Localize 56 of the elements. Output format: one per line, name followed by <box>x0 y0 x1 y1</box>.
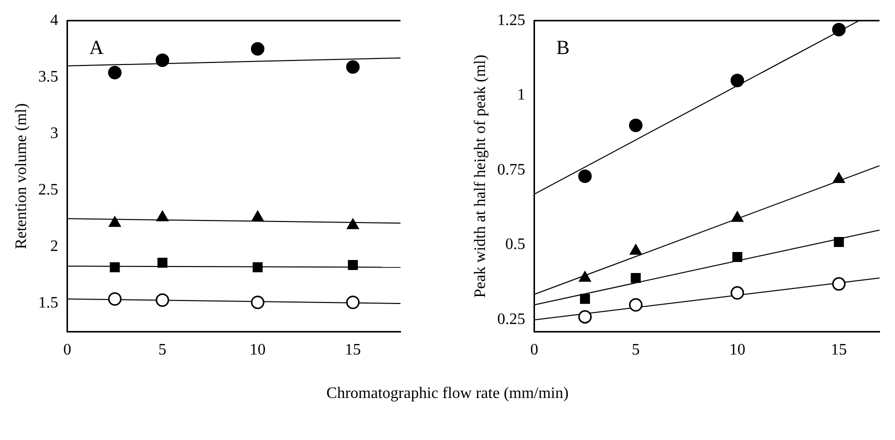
point <box>108 292 122 306</box>
y-tick-label: 3 <box>50 124 58 142</box>
point <box>629 118 643 132</box>
point <box>834 237 844 248</box>
point <box>110 262 120 272</box>
point <box>580 294 590 304</box>
point <box>157 258 168 268</box>
point <box>629 298 643 312</box>
point <box>730 74 744 88</box>
point <box>250 42 264 56</box>
x-tick-label: 15 <box>830 342 847 359</box>
point <box>108 66 122 80</box>
point <box>346 218 359 230</box>
x-tick-label: 5 <box>632 342 640 359</box>
point <box>108 216 121 227</box>
x-tick-label: 5 <box>158 342 166 359</box>
y-tick-label: 3.5 <box>38 68 58 86</box>
point <box>732 252 742 262</box>
x-tick-label: 0 <box>63 342 72 359</box>
point <box>252 210 264 222</box>
point <box>156 210 168 222</box>
y-tick-label: 1.5 <box>38 294 58 312</box>
x-axis-title: Chromatographic flow rate (mm/min) <box>325 385 570 403</box>
point <box>250 296 264 310</box>
point <box>730 286 744 300</box>
y-axis-title: Retention volume (ml) <box>12 103 30 250</box>
y-tick-label: 2 <box>50 238 58 256</box>
point <box>578 310 592 324</box>
point <box>579 271 591 282</box>
annotation: A <box>89 36 104 59</box>
x-tick-label: 10 <box>250 342 266 359</box>
point <box>346 296 360 310</box>
y-tick-label: 2.5 <box>38 182 58 199</box>
y-tick-label: 1.25 <box>497 12 526 29</box>
y-tick-label: 0.75 <box>497 161 526 178</box>
point <box>348 260 358 270</box>
point <box>252 262 263 272</box>
point <box>156 53 170 67</box>
point <box>832 172 845 183</box>
annotation: B <box>556 36 570 59</box>
y-tick-label: 4 <box>50 12 58 29</box>
point <box>731 211 744 222</box>
x-tick-label: 0 <box>530 342 538 359</box>
y-axis-title: Peak width at half height of peak (ml) <box>472 54 489 298</box>
y-tick-label: 0.5 <box>505 236 526 254</box>
point <box>832 22 846 36</box>
point <box>156 293 170 307</box>
y-tick-label: 1 <box>517 86 526 104</box>
x-tick-label: 10 <box>729 342 746 359</box>
point <box>630 272 641 283</box>
point <box>630 244 642 255</box>
x-tick-label: 15 <box>344 342 361 359</box>
point <box>578 169 592 183</box>
point <box>346 60 360 74</box>
y-tick-label: 0.25 <box>497 311 526 328</box>
point <box>832 277 846 291</box>
